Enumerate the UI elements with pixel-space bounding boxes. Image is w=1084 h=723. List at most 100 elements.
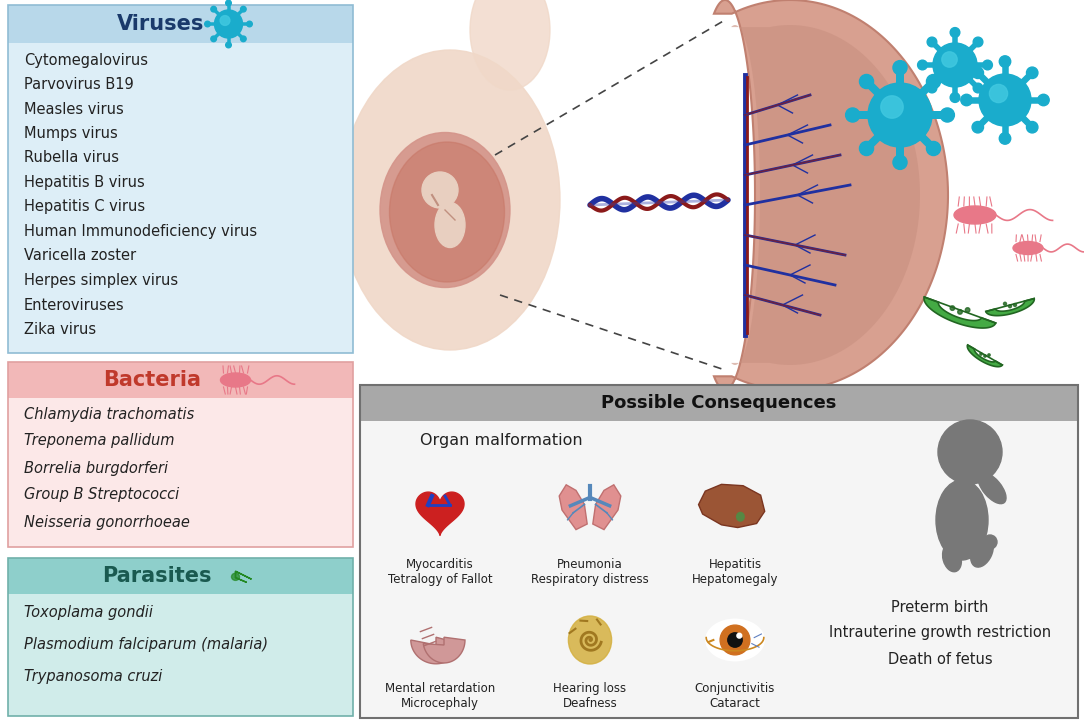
Circle shape (241, 36, 246, 42)
Text: Varicella zoster: Varicella zoster (24, 249, 137, 263)
Circle shape (983, 60, 992, 70)
Circle shape (973, 83, 983, 93)
Bar (8, 43, 353, 353)
Circle shape (846, 108, 860, 122)
Circle shape (720, 625, 750, 655)
Bar (8, 5, 353, 43)
Circle shape (860, 74, 874, 88)
Circle shape (868, 83, 932, 147)
Circle shape (225, 0, 231, 6)
Ellipse shape (220, 373, 250, 387)
Text: Hepatitis
Hepatomegaly: Hepatitis Hepatomegaly (692, 558, 778, 586)
Text: Neisseria gonorrhoeae: Neisseria gonorrhoeae (24, 515, 190, 529)
Text: Group B Streptococci: Group B Streptococci (24, 487, 179, 502)
Circle shape (881, 96, 903, 118)
Ellipse shape (737, 513, 745, 521)
Text: Pneumonia
Respiratory distress: Pneumonia Respiratory distress (531, 558, 649, 586)
Text: Measles virus: Measles virus (24, 101, 124, 116)
Bar (8, 558, 353, 594)
Ellipse shape (470, 0, 550, 90)
Circle shape (938, 420, 1002, 484)
Circle shape (422, 172, 459, 208)
Polygon shape (967, 345, 1003, 367)
Text: Cytomegalovirus: Cytomegalovirus (24, 53, 149, 67)
Polygon shape (985, 299, 1034, 316)
Text: Rubella virus: Rubella virus (24, 150, 119, 166)
Text: Mumps virus: Mumps virus (24, 126, 118, 141)
Polygon shape (714, 0, 948, 390)
Circle shape (211, 7, 217, 12)
Polygon shape (559, 485, 588, 530)
Bar (8, 5, 353, 353)
Circle shape (917, 60, 927, 70)
Text: Myocarditis
Tetralogy of Fallot: Myocarditis Tetralogy of Fallot (388, 558, 492, 586)
Text: Organ malformation: Organ malformation (420, 432, 582, 448)
Circle shape (927, 37, 937, 47)
Text: Enteroviruses: Enteroviruses (24, 297, 125, 312)
Ellipse shape (706, 620, 764, 660)
Circle shape (215, 10, 243, 38)
Ellipse shape (1014, 241, 1043, 254)
Circle shape (205, 21, 210, 27)
Text: Borrelia burgdorferi: Borrelia burgdorferi (24, 461, 168, 476)
Bar (360, 385, 1077, 718)
Circle shape (933, 43, 977, 87)
Ellipse shape (568, 616, 611, 664)
Circle shape (1014, 304, 1017, 307)
Circle shape (241, 7, 246, 12)
Circle shape (1027, 67, 1037, 79)
Text: Preterm birth: Preterm birth (891, 599, 989, 615)
Circle shape (951, 27, 959, 38)
Circle shape (1027, 121, 1037, 133)
Text: Bacteria: Bacteria (103, 370, 202, 390)
Text: Possible Consequences: Possible Consequences (602, 394, 837, 412)
Bar (8, 362, 353, 547)
Ellipse shape (232, 573, 240, 581)
Polygon shape (423, 637, 465, 663)
Text: Intrauterine growth restriction: Intrauterine growth restriction (829, 625, 1051, 641)
Circle shape (950, 306, 955, 310)
Ellipse shape (935, 480, 988, 560)
Circle shape (942, 52, 957, 67)
Text: Hepatitis C virus: Hepatitis C virus (24, 200, 145, 215)
Bar (8, 398, 353, 547)
Circle shape (973, 37, 983, 47)
Text: Viruses: Viruses (117, 14, 204, 34)
Circle shape (979, 74, 1031, 126)
Text: Trypanosoma cruzi: Trypanosoma cruzi (24, 669, 163, 683)
Circle shape (966, 308, 970, 312)
Circle shape (940, 108, 954, 122)
Circle shape (927, 142, 941, 155)
Circle shape (1004, 302, 1007, 305)
Circle shape (727, 633, 743, 647)
Ellipse shape (437, 651, 443, 660)
Bar (8, 362, 353, 398)
Ellipse shape (978, 472, 1006, 504)
Circle shape (225, 42, 231, 48)
Bar (8, 594, 353, 716)
Ellipse shape (970, 537, 993, 567)
Text: Toxoplama gondii: Toxoplama gondii (24, 604, 153, 620)
Circle shape (927, 74, 941, 88)
Circle shape (247, 21, 253, 27)
Text: Mental retardation
Microcephaly: Mental retardation Microcephaly (385, 682, 495, 710)
Text: Herpes simplex virus: Herpes simplex virus (24, 273, 178, 288)
Circle shape (1008, 305, 1011, 308)
Circle shape (972, 121, 983, 133)
Ellipse shape (340, 50, 560, 350)
Circle shape (990, 85, 1008, 103)
Polygon shape (411, 637, 461, 664)
Ellipse shape (380, 132, 509, 288)
Circle shape (1037, 94, 1049, 106)
Polygon shape (731, 25, 920, 365)
Circle shape (988, 354, 990, 356)
Polygon shape (593, 485, 621, 530)
Polygon shape (924, 297, 996, 328)
Circle shape (927, 83, 937, 93)
Circle shape (980, 353, 982, 355)
Circle shape (958, 309, 963, 315)
Text: Zika virus: Zika virus (24, 322, 96, 337)
Ellipse shape (983, 535, 997, 549)
Text: Chlamydia trachomatis: Chlamydia trachomatis (24, 406, 194, 422)
Circle shape (972, 67, 983, 79)
